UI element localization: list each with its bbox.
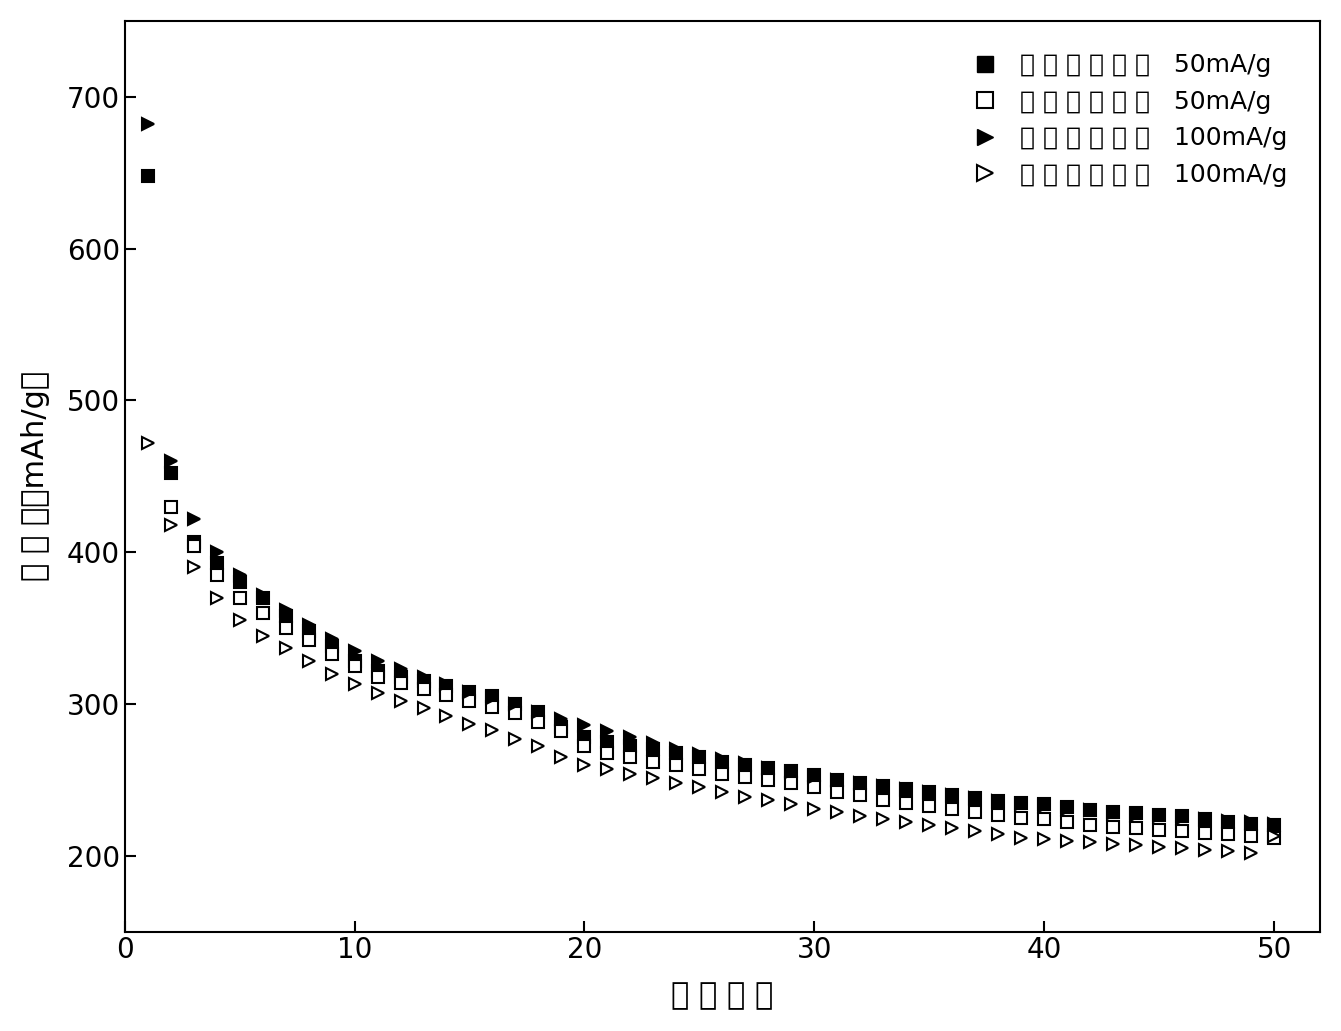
Legend: 充 电 电 流 密 度   50mA/g, 放 电 电 流 密 度   50mA/g, 充 电 电 流 密 度   100mA/g, 放 电 电 流 密 度  : 充 电 电 流 密 度 50mA/g, 放 电 电 流 密 度 50mA/g, … <box>951 33 1307 207</box>
Y-axis label: 比 容 量（mAh/g）: 比 容 量（mAh/g） <box>21 371 50 581</box>
X-axis label: 循 环 次 数: 循 环 次 数 <box>672 982 774 1010</box>
